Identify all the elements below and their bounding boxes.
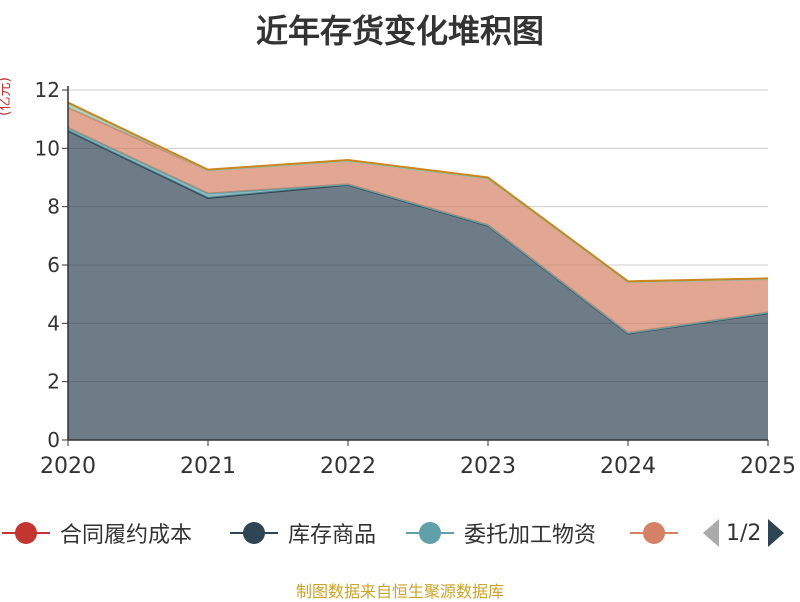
legend-marker-icon xyxy=(2,522,50,544)
legend: 合同履约成本 库存商品 委托加工物资 1/2 xyxy=(0,513,800,553)
area-series-3 xyxy=(68,107,768,333)
pager-next-icon[interactable] xyxy=(767,518,785,548)
legend-marker-icon xyxy=(630,522,678,544)
y-tick-label-2: 2 xyxy=(47,370,60,394)
line-series-5 xyxy=(67,101,769,283)
y-tick-label-4: 4 xyxy=(47,311,60,335)
legend-marker-icon xyxy=(230,522,278,544)
legend-item-1[interactable]: 库存商品 xyxy=(228,513,376,553)
area-series-1 xyxy=(68,130,768,441)
y-tick-label-6: 6 xyxy=(47,253,60,277)
legend-pager: 1/2 xyxy=(702,513,785,553)
chart-title: 近年存货变化堆积图 xyxy=(255,12,544,50)
x-tick-label-2021: 2021 xyxy=(180,454,236,479)
x-tick-label-2022: 2022 xyxy=(320,454,376,479)
y-tick-label-10: 10 xyxy=(35,136,60,160)
y-tick-label-8: 8 xyxy=(47,195,60,219)
x-tick-label-2020: 2020 xyxy=(40,454,96,479)
y-tick-label-12: 12 xyxy=(35,78,60,102)
legend-label: 库存商品 xyxy=(288,523,377,548)
x-tick-label-2023: 2023 xyxy=(460,454,516,479)
x-tick-label-2024: 2024 xyxy=(600,454,656,479)
legend-label: 委托加工物资 xyxy=(464,523,597,548)
plot-area: 0 2 4 6 8 10 12 2020 2021 2022 2023 2024 2025 xyxy=(35,78,796,479)
legend-item-0[interactable]: 合同履约成本 xyxy=(0,513,192,553)
x-tick-label-2025: 2025 xyxy=(740,454,796,479)
legend-label: 合同履约成本 xyxy=(60,523,193,548)
pager-prev-icon[interactable] xyxy=(702,518,720,548)
pager-indicator: 1/2 xyxy=(726,520,762,546)
legend-item-3[interactable] xyxy=(628,513,680,553)
legend-marker-icon xyxy=(406,522,454,544)
legend-item-2[interactable]: 委托加工物资 xyxy=(404,513,596,553)
y-tick-label-0: 0 xyxy=(47,428,60,452)
data-source-note: 制图数据来自恒生聚源数据库 xyxy=(295,582,504,601)
